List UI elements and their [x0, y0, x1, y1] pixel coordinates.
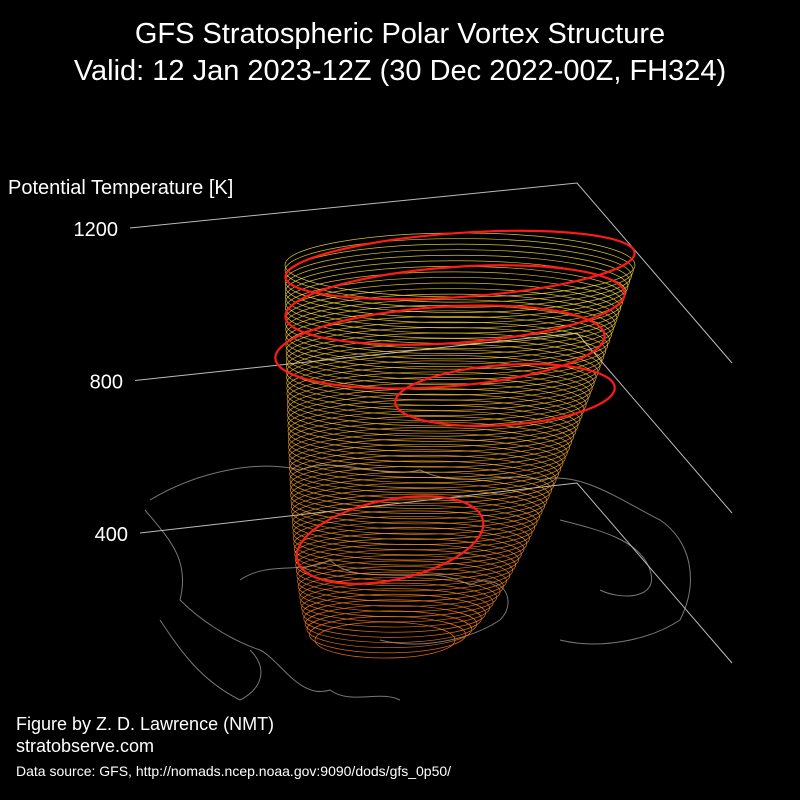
vortex-contour [289, 443, 562, 494]
vortex-edge-ring [295, 495, 485, 585]
vortex-contour [287, 388, 583, 442]
coastline [239, 559, 509, 645]
z-tick-label: 400 [95, 524, 128, 546]
vortex-contour [303, 599, 482, 638]
vortex-contour [286, 371, 589, 427]
vortex-contour [289, 454, 557, 504]
data-source: Data source: GFS, http://nomads.ncep.noa… [16, 763, 451, 779]
coastline [559, 519, 653, 597]
vortex-contour [287, 393, 581, 447]
vortex-edge-ring [284, 229, 636, 301]
vortex-contour [294, 532, 522, 576]
vortex-contour [289, 460, 555, 509]
vortex-contour [286, 360, 593, 416]
vortex [274, 229, 636, 659]
vortex-contour [289, 449, 559, 499]
z-tick-label: 800 [90, 372, 123, 394]
z-tick-label: 1200 [74, 219, 119, 241]
vortex-contour [293, 521, 528, 566]
vortex-contour [287, 410, 575, 463]
vortex-contour [292, 504, 535, 551]
vortex-contour [285, 321, 607, 380]
vortex-contour [286, 338, 601, 396]
vortex-contour [286, 377, 587, 432]
vortex-edge-ring [284, 264, 626, 346]
chart-title: GFS Stratospheric Polar Vortex Structure [135, 18, 665, 50]
vortex-contour [290, 466, 552, 514]
vortex-contour [304, 604, 478, 643]
vortex-contour [285, 293, 616, 355]
vortex-contour [284, 254, 629, 318]
vortex-contour [284, 249, 631, 313]
vortex-contour [285, 299, 614, 360]
vortex-contour [285, 310, 610, 370]
vortex-edge-ring [274, 304, 606, 390]
tick-plane-line [139, 482, 733, 664]
vortex-contour [285, 277, 622, 339]
vortex-contour [285, 327, 605, 386]
vortex-contour [293, 516, 530, 561]
credit: Figure by Z. D. Lawrence (NMT) [16, 714, 274, 734]
vortex-contour [291, 493, 540, 540]
vortex-contour [292, 510, 533, 556]
coastline [159, 619, 262, 701]
chart-subtitle: Valid: 12 Jan 2023-12Z (30 Dec 2022-00Z,… [74, 55, 726, 87]
vortex-contour [290, 482, 545, 530]
vortex-contour [288, 427, 568, 478]
vortex-contour [286, 366, 591, 422]
website: stratobserve.com [16, 736, 154, 756]
vortex-contour [288, 416, 573, 468]
vortex-contour [284, 238, 634, 303]
tick-plane-line [129, 182, 733, 364]
z-axis-label: Potential Temperature [K] [8, 177, 233, 199]
vortex-contour [285, 304, 612, 365]
vortex-contour [291, 488, 543, 535]
vortex-contour [286, 354, 595, 411]
vortex-contour [285, 316, 609, 375]
vortex-contour [306, 610, 473, 649]
vortex-contour [288, 438, 564, 489]
vortex-contour [286, 349, 597, 406]
vortex-contour [294, 538, 519, 581]
vortex-edge-ring [394, 363, 616, 427]
vortex-contour [293, 527, 525, 571]
vortex-contour [285, 271, 623, 334]
vortex-contour [291, 499, 538, 545]
coastline [144, 509, 401, 701]
vortex-contour [287, 399, 579, 453]
vortex-contour [288, 432, 566, 484]
vortex-contour [284, 260, 627, 324]
